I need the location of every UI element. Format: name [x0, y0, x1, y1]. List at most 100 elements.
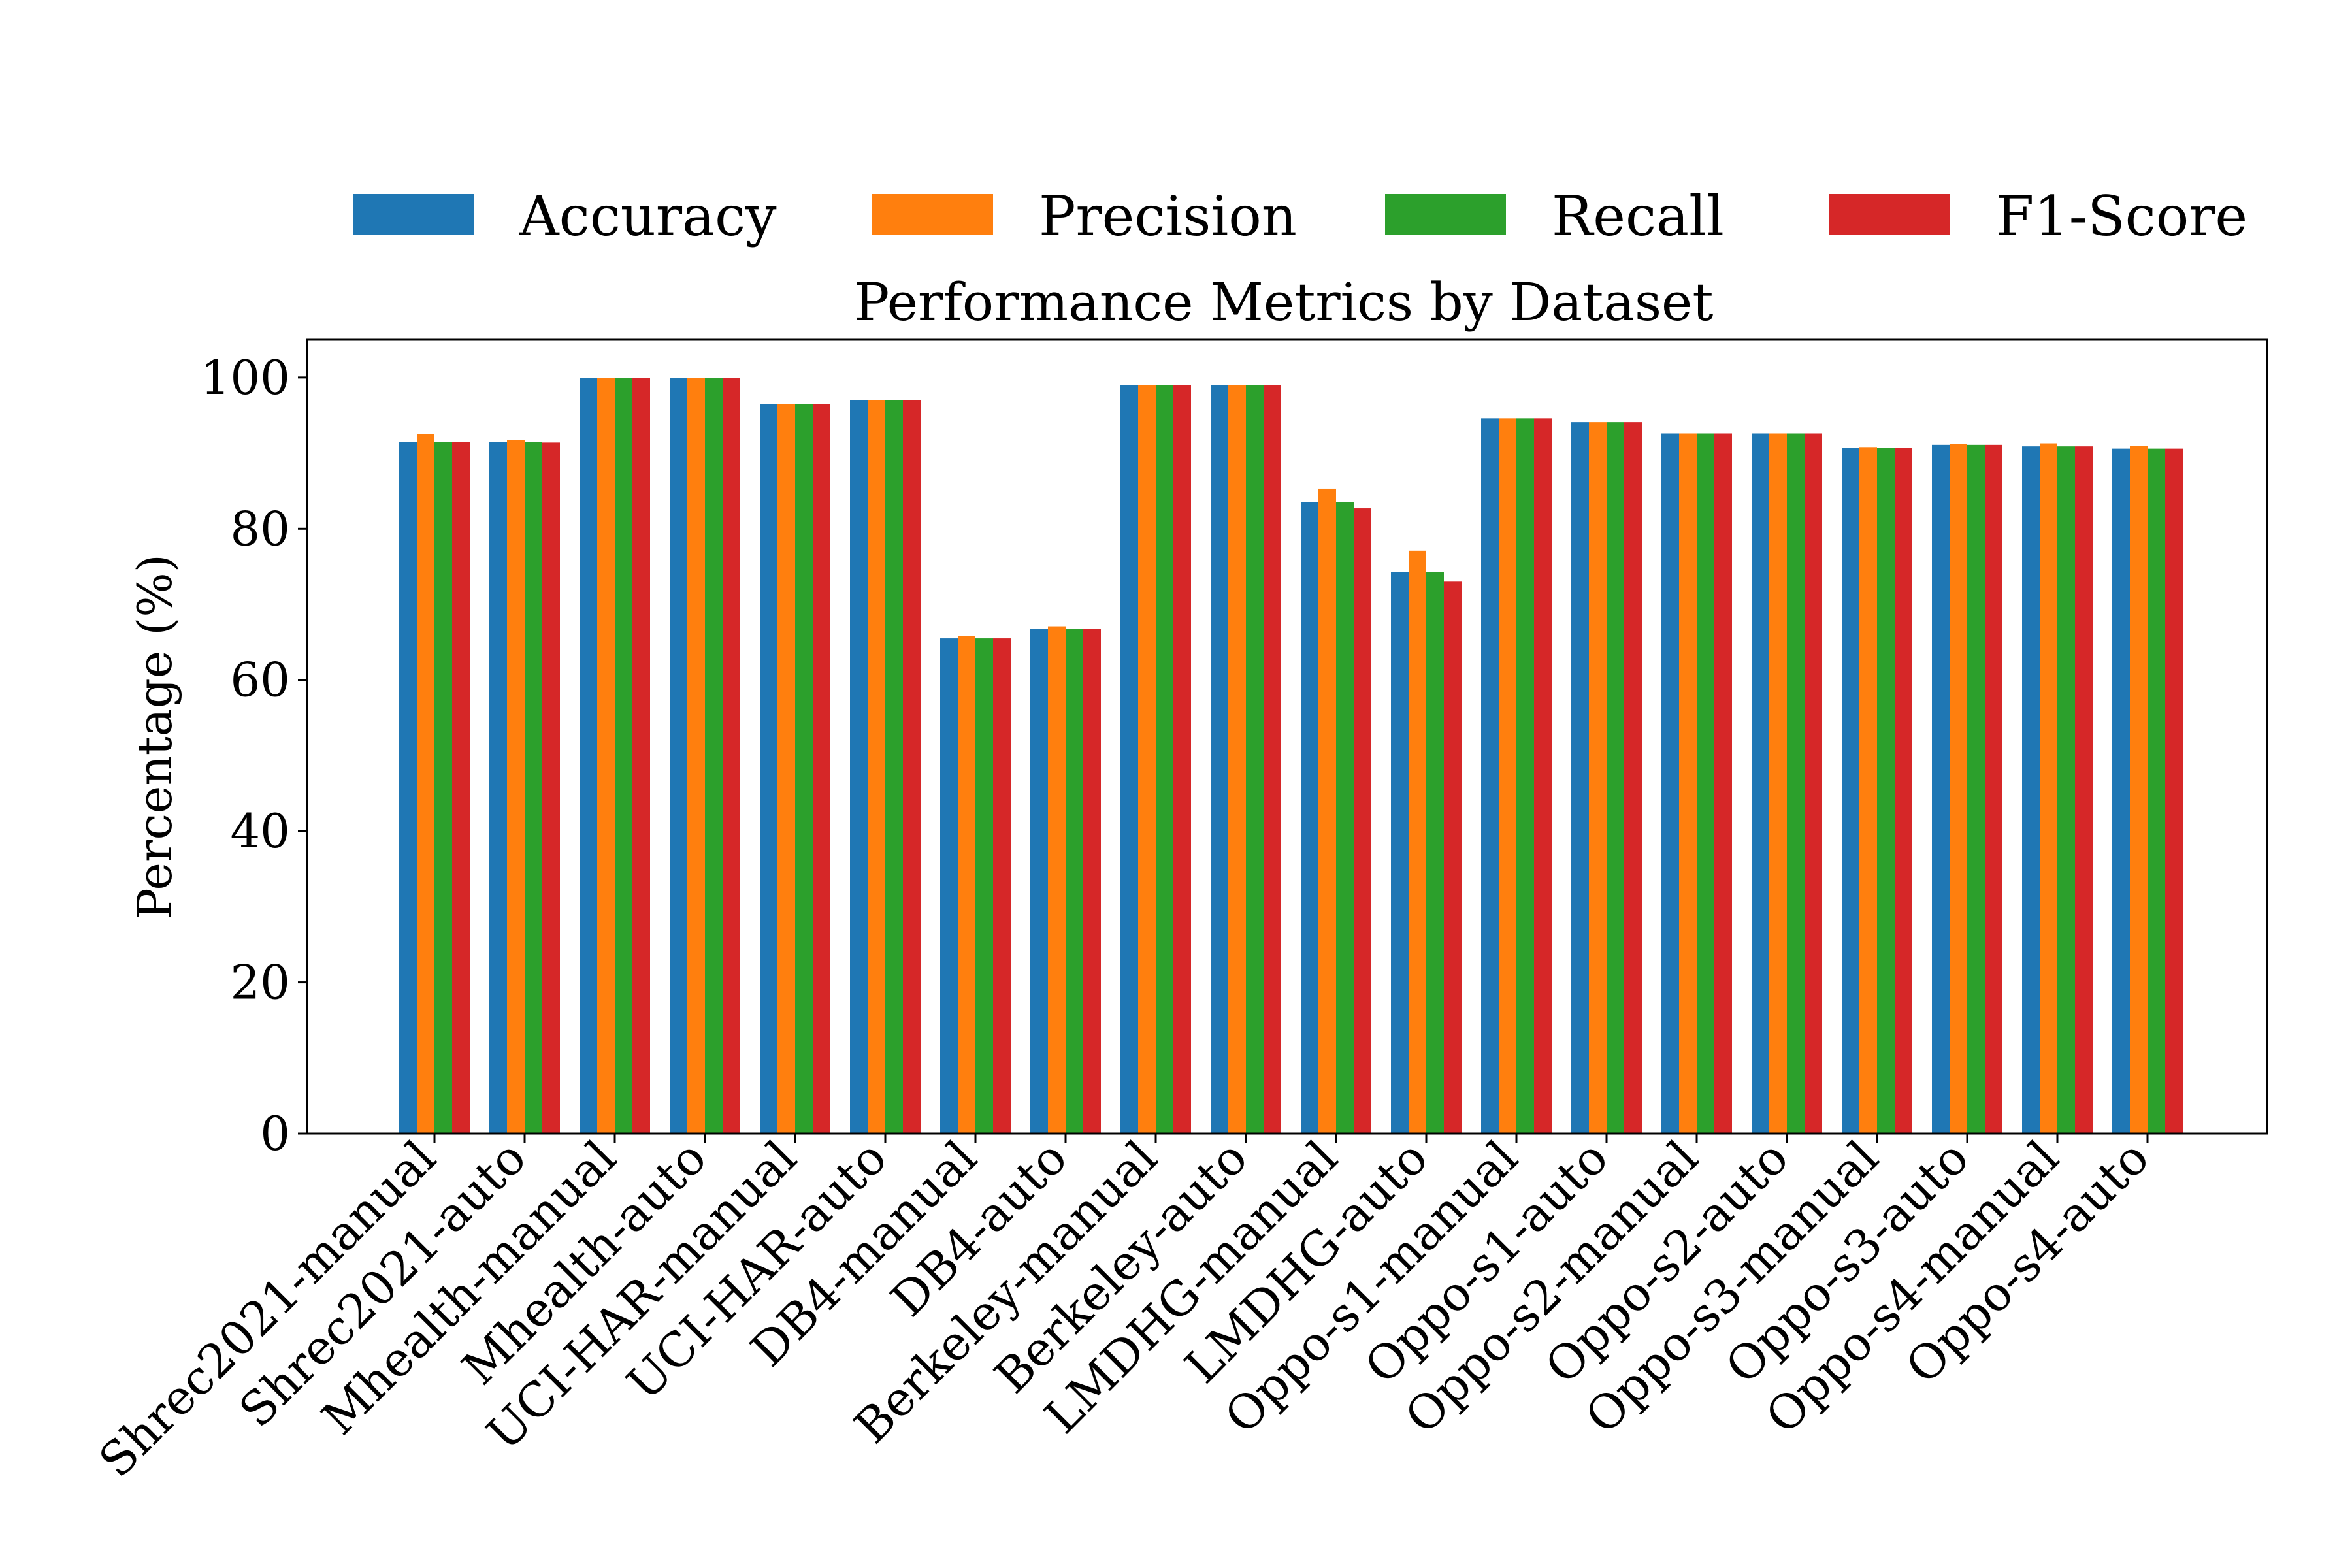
legend-swatch-f1-score [1829, 194, 1950, 235]
bar-precision-0 [417, 434, 434, 1134]
bar-accuracy-5 [850, 400, 868, 1134]
bar-precision-19 [2130, 446, 2148, 1134]
bar-f1-score-2 [632, 378, 650, 1134]
bar-f1-score-8 [1173, 385, 1191, 1134]
bar-f1-score-1 [542, 442, 560, 1134]
bar-accuracy-12 [1481, 418, 1499, 1134]
bar-recall-16 [1877, 448, 1895, 1134]
bar-recall-7 [1066, 629, 1083, 1134]
bar-recall-4 [795, 404, 813, 1134]
bar-precision-15 [1769, 433, 1787, 1134]
bar-f1-score-17 [1985, 444, 2002, 1134]
bar-f1-score-18 [2075, 446, 2093, 1134]
bar-f1-score-3 [723, 378, 740, 1134]
bar-precision-11 [1409, 550, 1426, 1134]
bar-recall-12 [1516, 418, 1534, 1134]
bar-precision-1 [507, 440, 525, 1134]
bar-recall-18 [2057, 446, 2075, 1134]
bar-accuracy-1 [489, 442, 507, 1134]
chart-title: Performance Metrics by Dataset [854, 272, 1713, 333]
bar-f1-score-4 [813, 404, 830, 1134]
bar-recall-5 [885, 400, 903, 1134]
y-tick-label: 80 [230, 501, 290, 556]
y-tick-label: 20 [230, 955, 290, 1010]
bar-accuracy-6 [940, 638, 958, 1134]
bar-accuracy-2 [580, 378, 597, 1134]
bar-precision-12 [1499, 418, 1516, 1134]
y-tick-label: 100 [201, 350, 290, 405]
bar-f1-score-10 [1354, 508, 1371, 1134]
bar-precision-14 [1679, 433, 1697, 1134]
bar-accuracy-13 [1571, 422, 1589, 1134]
plot-frame [306, 338, 2268, 1135]
bar-f1-score-15 [1805, 433, 1822, 1134]
bar-recall-19 [2148, 448, 2165, 1134]
bar-accuracy-16 [1842, 448, 1859, 1134]
bar-precision-4 [777, 404, 795, 1134]
bar-precision-5 [868, 400, 885, 1134]
bar-recall-2 [615, 378, 632, 1134]
bar-precision-6 [958, 636, 975, 1134]
bar-accuracy-19 [2112, 448, 2130, 1134]
bar-f1-score-14 [1714, 433, 1732, 1134]
bar-recall-6 [975, 638, 993, 1134]
bar-accuracy-0 [399, 442, 417, 1134]
bar-f1-score-13 [1624, 422, 1642, 1134]
bar-recall-11 [1426, 572, 1444, 1134]
bar-precision-9 [1228, 385, 1246, 1134]
bar-accuracy-11 [1391, 572, 1409, 1134]
bar-recall-9 [1246, 385, 1264, 1134]
bar-recall-14 [1697, 433, 1714, 1134]
bar-precision-2 [597, 378, 615, 1134]
legend: Accuracy Precision Recall F1-Score [353, 184, 2247, 248]
y-tick-label: 0 [260, 1106, 290, 1161]
bar-recall-13 [1607, 422, 1624, 1134]
bar-precision-7 [1048, 626, 1066, 1134]
bar-accuracy-7 [1030, 629, 1048, 1134]
bar-recall-3 [705, 378, 723, 1134]
y-axis-label: Percentage (%) [127, 554, 182, 920]
legend-swatch-accuracy [353, 194, 474, 235]
bar-f1-score-7 [1083, 629, 1101, 1134]
bar-precision-17 [1950, 444, 1967, 1134]
bar-accuracy-10 [1301, 502, 1318, 1134]
bar-f1-score-11 [1444, 581, 1462, 1134]
legend-label-recall: Recall [1552, 184, 1724, 248]
bar-precision-8 [1138, 385, 1156, 1134]
bar-accuracy-15 [1752, 433, 1769, 1134]
bar-accuracy-9 [1211, 385, 1228, 1134]
bar-f1-score-0 [452, 442, 470, 1134]
bar-recall-0 [434, 442, 452, 1134]
x-axis: Shrec2021-manualShrec2021-autoMhealth-ma… [88, 1130, 2159, 1488]
legend-swatch-recall [1385, 194, 1506, 235]
bar-precision-3 [687, 378, 705, 1134]
bar-f1-score-9 [1264, 385, 1281, 1134]
bar-accuracy-18 [2022, 446, 2040, 1134]
legend-swatch-precision [872, 194, 993, 235]
bar-recall-1 [525, 442, 542, 1134]
legend-label-precision: Precision [1039, 184, 1297, 248]
y-tick-label: 60 [230, 653, 290, 708]
bar-recall-15 [1787, 433, 1805, 1134]
bars-group [399, 378, 2183, 1134]
bar-f1-score-12 [1534, 418, 1552, 1134]
bar-accuracy-3 [670, 378, 687, 1134]
bar-recall-10 [1336, 502, 1354, 1134]
bar-precision-16 [1859, 447, 1877, 1134]
bar-f1-score-19 [2165, 448, 2183, 1134]
legend-label-f1-score: F1-Score [1996, 184, 2247, 248]
legend-label-accuracy: Accuracy [519, 184, 777, 248]
bar-f1-score-6 [993, 638, 1011, 1134]
bar-precision-10 [1318, 488, 1336, 1134]
bar-f1-score-5 [903, 400, 921, 1134]
bar-accuracy-14 [1661, 433, 1679, 1134]
bar-accuracy-8 [1120, 385, 1138, 1134]
bar-accuracy-4 [760, 404, 777, 1134]
bar-f1-score-16 [1895, 448, 1912, 1134]
y-tick-label: 40 [230, 804, 290, 858]
bar-precision-18 [2040, 443, 2057, 1134]
y-axis: 0 20 40 60 80 100 [201, 350, 307, 1161]
bar-precision-13 [1589, 422, 1607, 1134]
bar-accuracy-17 [1932, 444, 1950, 1134]
